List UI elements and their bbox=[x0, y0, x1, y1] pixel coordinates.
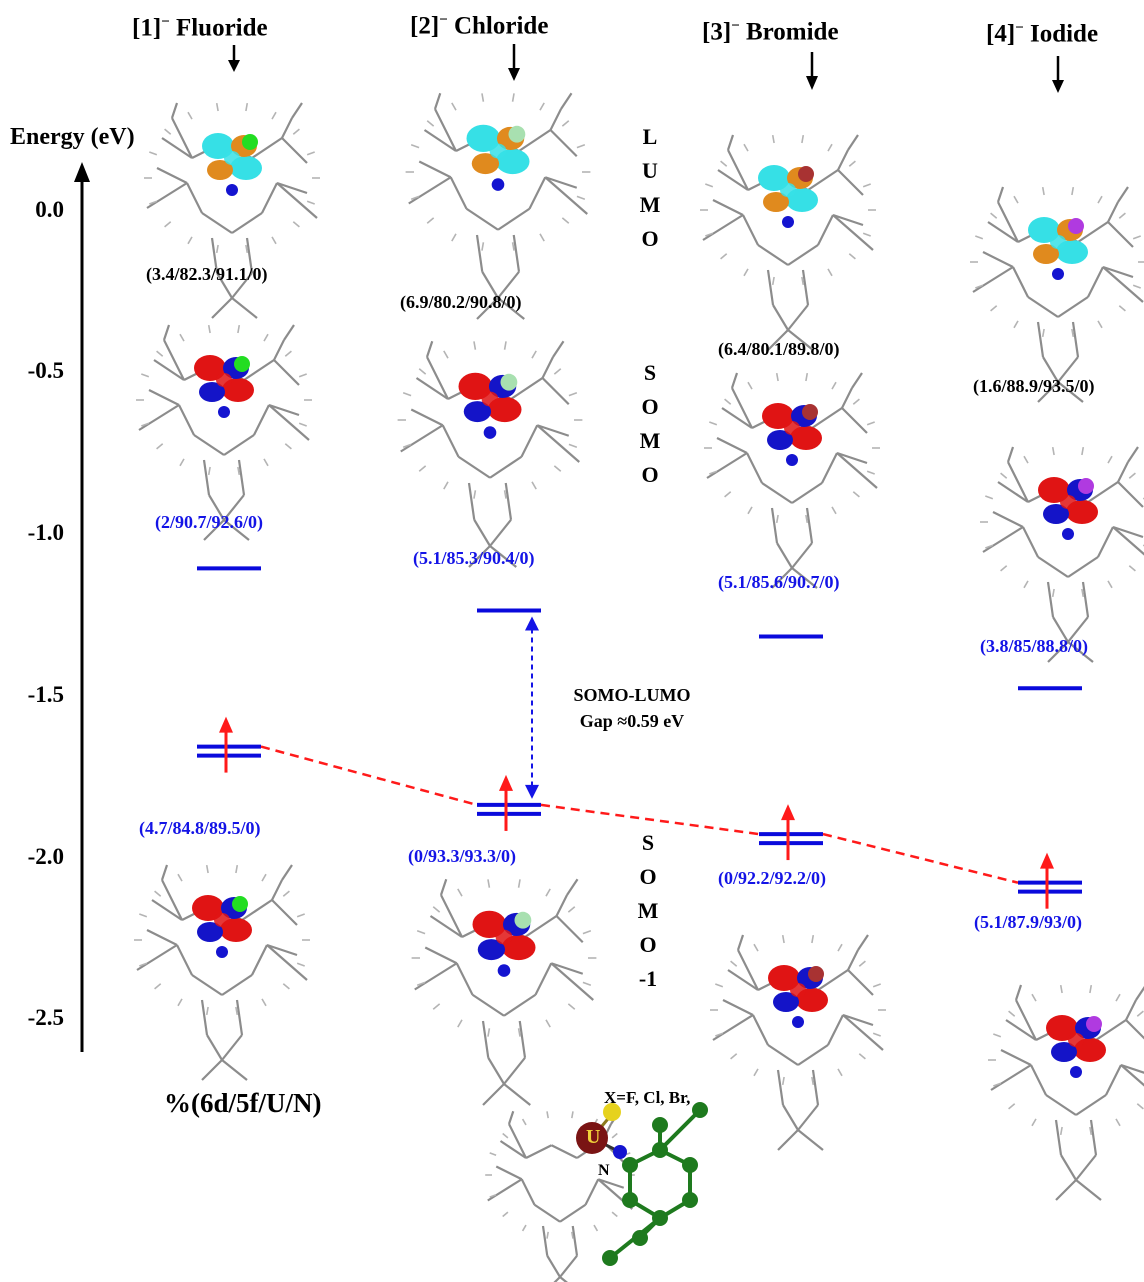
composition-key: %(6d/5f/U/N) bbox=[164, 1088, 322, 1118]
molecule-icon bbox=[397, 340, 583, 568]
nitrogen-label: N bbox=[598, 1162, 610, 1179]
header-bromide: [3]− Bromide bbox=[702, 18, 839, 46]
down-arrow-icon bbox=[228, 45, 240, 72]
uranium-label: U bbox=[586, 1126, 601, 1148]
electron-arrow-icon bbox=[219, 716, 233, 773]
down-arrow-icon bbox=[1052, 56, 1064, 93]
somo-composition-chloride: (5.1/85.3/90.4/0) bbox=[413, 548, 535, 568]
somo-minus-1-composition-iodide: (5.1/87.9/93/0) bbox=[974, 912, 1082, 932]
molecule-icon bbox=[134, 864, 310, 1081]
electron-arrow-icon bbox=[781, 804, 795, 861]
molecule-icon bbox=[405, 92, 591, 320]
molecule-icon bbox=[970, 186, 1144, 403]
molecule-icon bbox=[136, 324, 312, 541]
molecule-icon bbox=[988, 984, 1144, 1201]
header-fluoride: [1]− Fluoride bbox=[132, 14, 268, 42]
electron-arrow-icon bbox=[499, 774, 513, 831]
lumo-composition-fluoride: (3.4/82.3/91.1/0) bbox=[146, 264, 268, 284]
down-arrow-icon bbox=[508, 44, 520, 81]
header-iodide: [4]− Iodide bbox=[986, 20, 1099, 48]
molecule-icon bbox=[411, 878, 597, 1106]
y-axis-label: Energy (eV) bbox=[10, 124, 135, 150]
halide-note: X=F, Cl, Br, bbox=[604, 1088, 691, 1107]
trend-line bbox=[540, 803, 760, 836]
somo-minus-1-composition-chloride: (0/93.3/93.3/0) bbox=[408, 846, 516, 866]
molecule-icon bbox=[980, 446, 1144, 663]
trend-line bbox=[822, 832, 1019, 884]
molecule-icon bbox=[144, 102, 320, 319]
lumo-composition-chloride: (6.9/80.2/90.8/0) bbox=[400, 292, 522, 312]
somo-composition-fluoride: (2/90.7/92.6/0) bbox=[155, 512, 263, 532]
y-tick-label: 0.0 bbox=[35, 197, 64, 222]
trend-line bbox=[260, 745, 478, 807]
somo-composition-bromide: (5.1/85.6/90.7/0) bbox=[718, 572, 840, 592]
down-arrow-icon bbox=[806, 52, 818, 90]
somo-lumo-gap-label: SOMO-LUMO Gap ≈0.59 eV bbox=[573, 685, 691, 731]
molecule-icon bbox=[700, 134, 876, 351]
molecule-icon bbox=[704, 372, 880, 589]
y-tick-label: -2.5 bbox=[27, 1005, 64, 1030]
y-tick-label: -0.5 bbox=[27, 358, 64, 383]
y-axis-arrowhead bbox=[74, 162, 90, 182]
electron-arrow-icon bbox=[1040, 852, 1054, 909]
lumo-composition-bromide: (6.4/80.1/89.8/0) bbox=[718, 339, 840, 359]
y-tick-label: -1.0 bbox=[27, 520, 64, 545]
gap-arrow-icon bbox=[525, 616, 539, 799]
header-chloride: [2]− Chloride bbox=[410, 12, 549, 40]
somo-minus-1-composition-fluoride: (4.7/84.8/89.5/0) bbox=[139, 818, 261, 838]
y-tick-label: -1.5 bbox=[27, 682, 64, 707]
molecule-icon bbox=[485, 1102, 708, 1282]
somo-composition-iodide: (3.8/85/88.8/0) bbox=[980, 636, 1088, 656]
somo-minus-1-composition-bromide: (0/92.2/92.2/0) bbox=[718, 868, 826, 888]
somo-minus-1-word: S O M O -1 bbox=[637, 830, 659, 991]
lumo-composition-iodide: (1.6/88.9/93.5/0) bbox=[973, 376, 1095, 396]
molecule-icon bbox=[710, 934, 886, 1151]
y-tick-label: -2.0 bbox=[27, 844, 64, 869]
